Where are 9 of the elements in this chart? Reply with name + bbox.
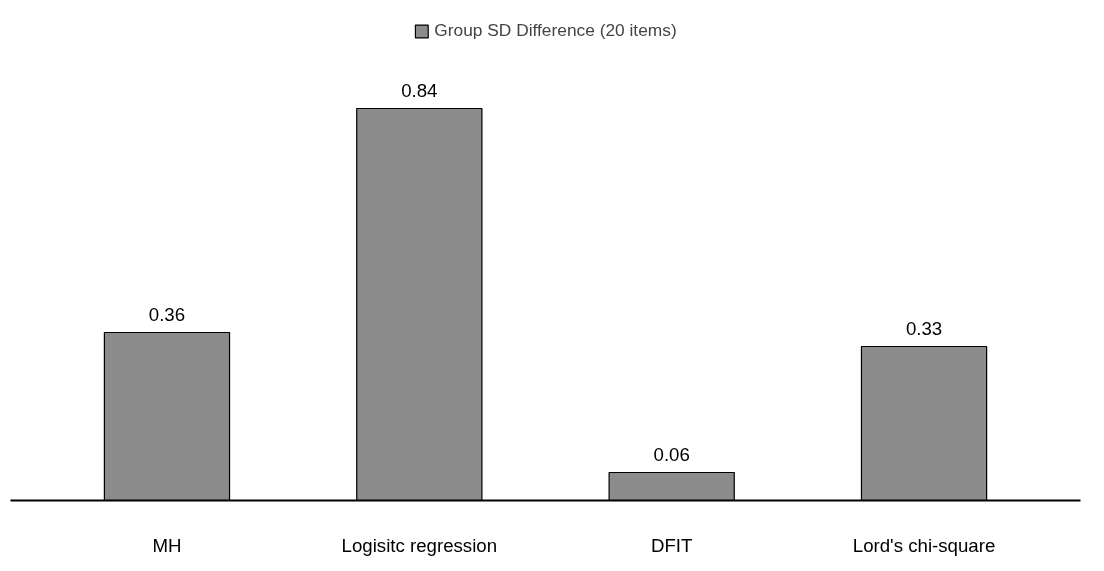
data-label: 0.84 — [401, 79, 438, 101]
data-label: 0.33 — [905, 317, 943, 339]
data-label: 0.06 — [653, 443, 690, 465]
data-label: 0.36 — [148, 303, 186, 325]
x-tick-label: Logisitc regression — [341, 534, 498, 556]
x-tick-label: Lord's chi-square — [852, 534, 996, 556]
legend-label: Group SD Difference (20 items) — [434, 20, 677, 41]
x-tick-label: DFIT — [650, 534, 693, 556]
x-tick-label: MH — [152, 534, 182, 556]
